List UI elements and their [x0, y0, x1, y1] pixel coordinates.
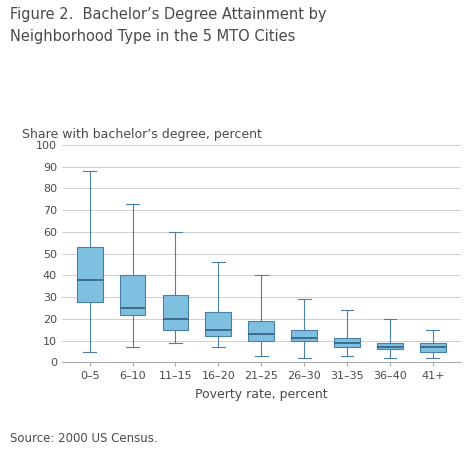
Text: Share with bachelor’s degree, percent: Share with bachelor’s degree, percent: [22, 128, 262, 140]
Text: Figure 2.  Bachelor’s Degree Attainment by: Figure 2. Bachelor’s Degree Attainment b…: [10, 7, 326, 22]
X-axis label: Poverty rate, percent: Poverty rate, percent: [195, 388, 328, 401]
PathPatch shape: [377, 343, 403, 349]
PathPatch shape: [291, 330, 317, 341]
PathPatch shape: [120, 275, 145, 314]
PathPatch shape: [248, 321, 274, 341]
PathPatch shape: [77, 247, 103, 302]
Text: Neighborhood Type in the 5 MTO Cities: Neighborhood Type in the 5 MTO Cities: [10, 29, 295, 44]
Text: Source: 2000 US Census.: Source: 2000 US Census.: [10, 432, 157, 445]
PathPatch shape: [420, 343, 446, 352]
PathPatch shape: [206, 313, 231, 336]
PathPatch shape: [162, 295, 188, 330]
PathPatch shape: [334, 338, 360, 347]
